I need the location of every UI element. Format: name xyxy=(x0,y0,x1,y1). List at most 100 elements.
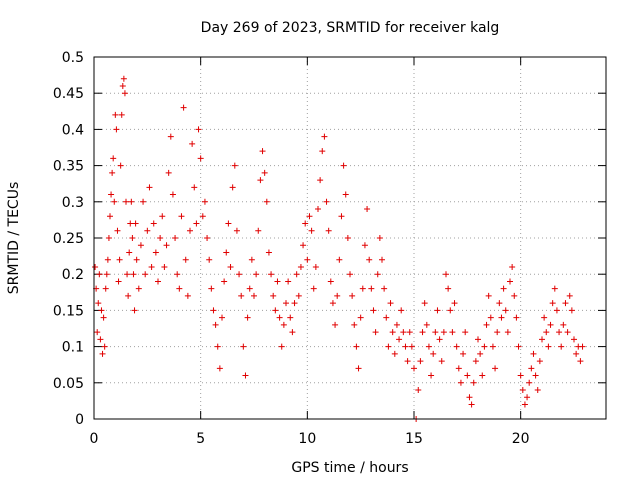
data-point-plus xyxy=(562,300,569,307)
data-point-plus xyxy=(157,235,164,241)
data-point-plus xyxy=(123,198,129,205)
data-point-plus xyxy=(244,314,251,321)
data-point-plus xyxy=(98,307,105,314)
data-point-plus xyxy=(364,206,371,213)
data-point-plus xyxy=(513,314,520,321)
data-point-plus xyxy=(571,336,577,343)
data-point-plus xyxy=(304,256,311,263)
data-point-plus xyxy=(163,242,170,249)
data-point-plus xyxy=(140,198,147,205)
data-point-plus xyxy=(126,249,133,256)
data-point-plus xyxy=(368,285,375,292)
data-point-plus xyxy=(415,387,422,394)
data-point-plus xyxy=(419,329,426,336)
data-point-plus xyxy=(325,227,332,234)
data-point-plus xyxy=(131,307,138,314)
data-point-plus xyxy=(201,198,208,205)
data-point-plus xyxy=(152,249,159,256)
data-point-plus xyxy=(509,263,516,270)
data-point-plus xyxy=(210,307,217,314)
data-point-plus xyxy=(406,329,413,336)
data-point-plus xyxy=(317,177,324,184)
data-point-plus xyxy=(566,292,573,299)
data-point-plus xyxy=(532,372,539,379)
y-tick-label: 0 xyxy=(75,412,84,428)
y-tick-label: 0.5 xyxy=(62,50,84,66)
data-point-plus xyxy=(489,343,496,350)
data-point-plus xyxy=(276,314,283,321)
data-point-plus xyxy=(560,321,567,328)
data-point-plus xyxy=(558,343,565,350)
data-point-plus xyxy=(229,184,236,191)
data-point-plus xyxy=(481,343,488,350)
data-point-plus xyxy=(291,300,298,307)
y-tick-label: 0.45 xyxy=(53,86,84,102)
data-point-plus xyxy=(379,256,385,263)
data-point-plus xyxy=(206,256,213,263)
data-point-plus xyxy=(504,329,511,336)
x-tick-label: 15 xyxy=(405,431,423,447)
data-point-plus xyxy=(118,111,125,118)
data-point-plus xyxy=(129,235,136,241)
data-point-plus xyxy=(528,365,535,372)
data-point-plus xyxy=(293,271,300,278)
data-point-plus xyxy=(144,227,151,234)
data-point-plus xyxy=(366,256,373,263)
data-point-plus xyxy=(159,213,166,220)
data-point-plus xyxy=(116,256,123,263)
data-point-plus xyxy=(468,401,475,408)
data-point-plus xyxy=(400,329,407,336)
data-point-plus xyxy=(94,329,101,336)
data-point-plus xyxy=(453,343,460,350)
data-point-plus xyxy=(347,271,353,278)
data-point-plus xyxy=(199,213,206,220)
data-point-plus xyxy=(128,198,135,205)
data-point-plus xyxy=(479,372,486,379)
data-point-plus xyxy=(278,343,285,350)
data-point-plus xyxy=(191,184,198,191)
data-point-plus xyxy=(329,300,336,307)
data-point-plus xyxy=(287,314,294,321)
data-point-plus xyxy=(133,256,140,263)
data-point-plus xyxy=(261,169,268,176)
data-point-plus xyxy=(268,271,275,278)
data-point-plus xyxy=(443,271,449,278)
data-point-plus xyxy=(169,191,176,198)
data-point-plus xyxy=(553,307,560,314)
data-point-plus xyxy=(511,292,518,299)
data-point-plus xyxy=(115,278,122,285)
data-point-plus xyxy=(289,329,296,336)
data-point-plus xyxy=(100,314,107,321)
data-point-plus xyxy=(238,292,245,299)
data-point-plus xyxy=(498,314,505,321)
data-point-plus xyxy=(387,300,394,307)
y-tick-label: 0.05 xyxy=(53,376,84,392)
data-point-plus xyxy=(300,242,307,249)
data-point-plus xyxy=(161,263,168,270)
data-point-plus xyxy=(178,213,185,220)
data-point-plus xyxy=(391,350,398,357)
y-tick-label: 0.25 xyxy=(53,231,84,247)
data-point-plus xyxy=(142,271,149,278)
data-point-plus xyxy=(312,263,319,270)
data-point-plus xyxy=(306,213,313,220)
data-point-plus xyxy=(233,227,240,234)
data-point-plus xyxy=(219,314,225,321)
data-point-plus xyxy=(402,343,409,350)
data-point-plus xyxy=(408,343,415,350)
data-point-plus xyxy=(125,292,132,299)
data-point-plus xyxy=(425,343,432,350)
data-point-plus xyxy=(376,235,383,241)
data-point-plus xyxy=(543,329,550,336)
data-point-plus xyxy=(103,271,110,278)
y-tick-label: 0.2 xyxy=(62,267,84,283)
data-point-plus xyxy=(248,256,255,263)
x-axis-label: GPS time / hours xyxy=(291,460,408,476)
data-point-plus xyxy=(551,285,558,292)
axis-tick-labels: 0 0.05 0.1 0.15 0.2 0.25 0.3 0.35 0.4 0.45 0.5 0 5 10… xyxy=(53,50,530,447)
data-point-plus xyxy=(344,235,351,241)
data-point-plus xyxy=(485,292,492,299)
data-point-plus xyxy=(310,285,317,292)
data-point-plus xyxy=(95,300,102,307)
